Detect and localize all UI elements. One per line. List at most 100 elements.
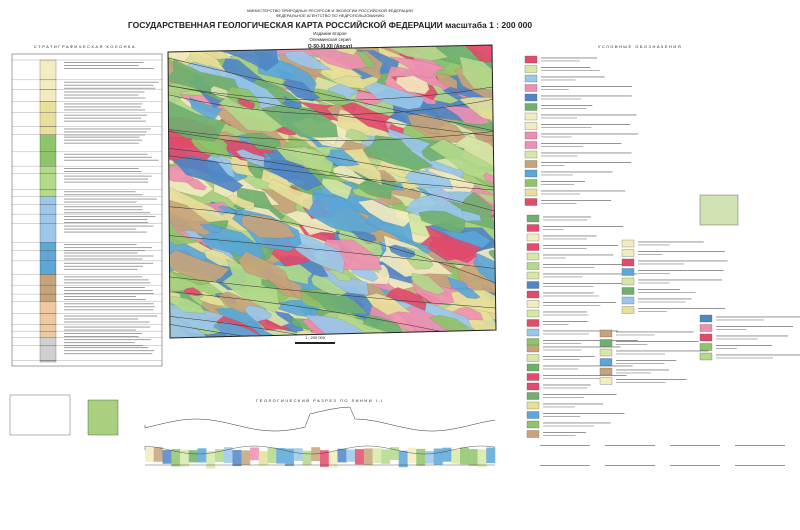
geologic-unit	[350, 230, 377, 242]
geologic-unit	[173, 156, 244, 193]
geologic-unit	[411, 272, 446, 295]
legend-text	[716, 354, 800, 356]
strat-unit	[39, 337, 57, 346]
strat-unit	[39, 250, 57, 262]
geologic-unit	[200, 224, 223, 233]
fault	[168, 93, 496, 115]
scale-label: 1 : 200 000	[305, 335, 326, 340]
section-unit	[206, 450, 216, 469]
strat-unit	[39, 313, 57, 325]
strat-text	[64, 175, 152, 177]
strat-text	[64, 303, 154, 305]
map-frame	[167, 44, 497, 339]
section-unit	[180, 449, 189, 467]
legend-swatch	[599, 367, 613, 376]
geologic-unit	[424, 225, 482, 261]
geologic-unit	[321, 178, 353, 200]
series: Олекминская серия	[309, 37, 351, 42]
geologic-unit	[274, 146, 334, 177]
fault	[168, 206, 496, 285]
legend-text	[638, 254, 663, 255]
legend-text	[543, 365, 633, 367]
legend-swatch	[524, 188, 538, 197]
legend-text	[541, 193, 581, 195]
legend-swatch	[524, 93, 538, 102]
legend-text	[541, 124, 631, 125]
legend-text	[541, 165, 565, 166]
legend-text	[541, 105, 593, 106]
geologic-unit	[340, 102, 392, 133]
strat-text	[64, 318, 139, 320]
sheet-name: Q-50-XI,XII (Апсат)	[308, 44, 353, 50]
strat-text	[64, 339, 151, 341]
strat-text	[64, 109, 146, 111]
legend-text	[638, 263, 685, 265]
strat-column	[11, 53, 163, 367]
legend-swatch	[524, 122, 538, 130]
legend-text	[543, 292, 594, 294]
legend-text	[616, 363, 665, 364]
section-unit	[311, 447, 321, 462]
legend-swatch	[621, 296, 635, 305]
section-unit	[355, 449, 364, 465]
legend-text	[543, 314, 589, 316]
strat-unit	[39, 204, 57, 215]
strat-text	[64, 247, 153, 249]
legend-text	[543, 229, 564, 230]
legend-text	[543, 321, 588, 322]
section-unit	[250, 447, 259, 461]
legend-text	[543, 425, 594, 427]
legend-text	[541, 70, 600, 71]
strat-unit	[39, 242, 57, 251]
legend-text	[543, 432, 586, 433]
legend-swatch	[621, 306, 635, 314]
legend-text	[541, 200, 612, 201]
map-title: ГОСУДАРСТВЕННАЯ ГЕОЛОГИЧЕСКАЯ КАРТА РОСС…	[128, 19, 532, 30]
legend-text	[638, 292, 696, 293]
scale-bar	[295, 342, 335, 344]
strat-text	[64, 326, 151, 328]
geologic-unit	[266, 178, 314, 211]
legend-swatch	[526, 430, 540, 438]
geologic-unit	[395, 75, 430, 95]
legend-text	[543, 422, 611, 424]
legend-text	[543, 311, 587, 313]
strat-text	[64, 178, 148, 180]
geologic-unit	[168, 99, 227, 142]
legend-text	[716, 345, 772, 346]
legend-swatch	[524, 141, 538, 149]
strat-text	[64, 194, 143, 196]
legend-text	[616, 382, 666, 383]
legend-text	[716, 326, 794, 327]
strat-unit	[39, 189, 57, 197]
legend-text	[716, 319, 765, 321]
legend-text	[616, 331, 694, 333]
geologic-unit	[284, 50, 332, 71]
legend-text	[543, 378, 601, 379]
geologic-unit	[379, 45, 449, 61]
legend-text	[541, 133, 639, 135]
legend-text	[638, 298, 692, 300]
legend-text	[638, 251, 725, 252]
legend-swatch	[526, 411, 540, 419]
section-unit	[425, 450, 434, 464]
strat-text	[64, 282, 151, 284]
strat-unit	[39, 151, 57, 167]
strat-text	[64, 268, 138, 270]
strat-text	[64, 265, 143, 267]
fault	[168, 128, 496, 141]
legend-text	[543, 403, 604, 405]
legend-swatch	[526, 392, 540, 400]
legend-text	[541, 67, 591, 68]
geologic-unit	[235, 149, 265, 168]
legend-swatch	[621, 268, 635, 276]
geologic-unit	[198, 290, 229, 306]
strat-text	[64, 262, 154, 264]
legend-swatch	[524, 55, 538, 64]
legend-text	[541, 174, 573, 176]
strat-text	[64, 198, 157, 200]
legend-swatch	[599, 377, 613, 385]
legend-swatch	[621, 277, 635, 286]
strat-text	[64, 139, 143, 141]
strat-text	[64, 142, 140, 144]
